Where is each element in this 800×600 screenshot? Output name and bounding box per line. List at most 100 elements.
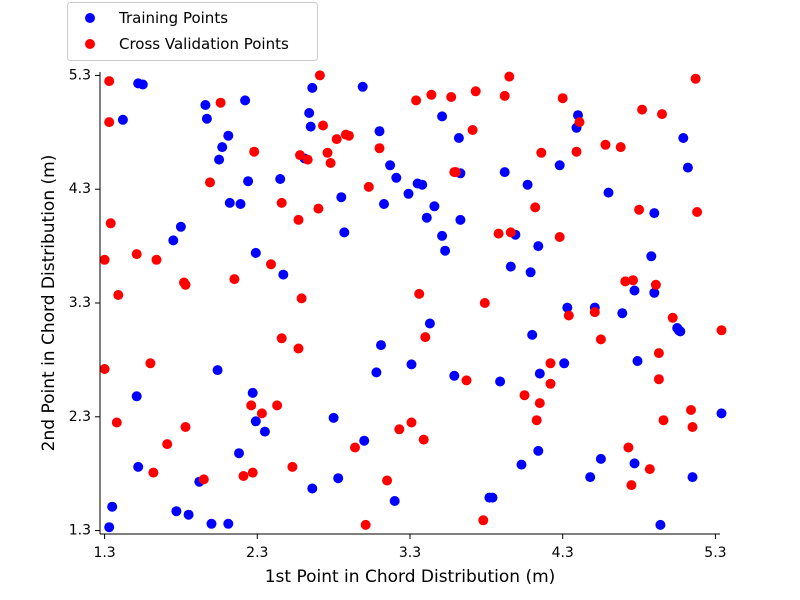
legend-frame	[67, 2, 318, 61]
training-point	[307, 483, 318, 494]
cross-validation-point	[314, 70, 325, 81]
training-point	[629, 285, 640, 296]
cross-validation-point	[418, 434, 429, 445]
training-point	[449, 370, 460, 381]
y-ticks: 1.3 2.3 3.3 4.3 5.3	[69, 67, 100, 539]
cross-validation-point	[205, 177, 215, 188]
training-point	[716, 408, 727, 419]
cross-validation-point	[658, 415, 669, 426]
cross-validation-point	[589, 307, 600, 318]
cross-validation-point	[295, 150, 305, 161]
training-point	[455, 214, 466, 225]
cross-validation-point	[111, 417, 122, 428]
cross-validation-point	[653, 348, 664, 359]
training-point	[104, 522, 115, 533]
cross-validation-point	[318, 120, 328, 131]
training-point	[585, 472, 596, 483]
cross-validation-point	[360, 519, 371, 530]
cross-validation-point	[325, 158, 336, 168]
cross-validation-point	[131, 249, 142, 260]
training-point	[333, 473, 344, 484]
training-point	[678, 133, 689, 143]
training-point	[617, 308, 628, 319]
training-point	[453, 133, 464, 143]
training-point	[379, 199, 389, 209]
y-tick-label: 4.3	[69, 181, 91, 197]
cross-validation-point	[557, 93, 568, 104]
training-point	[403, 188, 414, 199]
cross-validation-point	[545, 358, 556, 369]
cross-validation-point	[628, 275, 638, 286]
cross-validation-point	[479, 298, 490, 308]
training-point	[250, 247, 261, 258]
training-point	[649, 208, 660, 219]
cross-validation-point	[249, 146, 260, 157]
cross-validation-point	[563, 310, 574, 321]
training-point	[250, 416, 261, 427]
cross-validation-point	[256, 408, 267, 419]
training-point	[206, 518, 217, 529]
training-point	[682, 162, 693, 173]
x-tick-label: 3.3	[399, 545, 421, 561]
cross-validation-point	[574, 117, 585, 128]
cross-validation-point	[644, 464, 655, 475]
cross-validation-point	[276, 197, 287, 208]
training-point	[534, 368, 545, 379]
training-point	[223, 518, 234, 529]
cross-validation-point	[623, 442, 634, 453]
cross-validation-point	[637, 104, 648, 115]
training-point	[533, 241, 544, 252]
training-point	[131, 391, 142, 402]
training-point	[201, 113, 212, 124]
x-tick-label: 2.3	[246, 545, 268, 561]
cross-validation-point	[104, 117, 115, 128]
cross-validation-point	[113, 290, 124, 300]
training-point	[554, 160, 565, 171]
cross-validation-point	[322, 147, 333, 158]
cross-validation-point	[545, 378, 556, 389]
training-point	[522, 179, 533, 190]
legend-label-training: Training Points	[118, 9, 228, 27]
y-axis-title: 2nd Point in Chord Distribution (m)	[39, 155, 59, 452]
training-point	[336, 192, 347, 203]
legend: Training Points Cross Validation Points	[67, 2, 318, 61]
cross-validation-point	[148, 467, 159, 478]
cross-validation-point	[686, 405, 696, 415]
training-point	[595, 453, 606, 464]
cross-validation-point	[504, 71, 515, 82]
training-point	[440, 245, 451, 256]
training-point	[525, 267, 536, 278]
training-point	[429, 201, 440, 212]
training-point	[391, 172, 402, 183]
training-point	[235, 199, 246, 209]
cross-validation-point	[363, 181, 374, 192]
cross-validation-point	[382, 475, 393, 486]
training-point	[371, 367, 382, 378]
cross-validation-point	[293, 214, 304, 225]
training-point	[240, 95, 251, 106]
training-point	[107, 501, 118, 512]
training-point	[559, 358, 570, 369]
cross-validation-point	[247, 467, 258, 478]
x-tick-label: 4.3	[552, 545, 574, 561]
training-point	[417, 179, 428, 190]
cross-validation-point	[531, 415, 542, 426]
training-point	[305, 121, 316, 132]
cross-validation-point	[406, 417, 417, 428]
cross-validation-point	[198, 474, 209, 485]
training-point	[533, 445, 544, 456]
training-point	[217, 142, 228, 153]
cross-validation-point	[215, 97, 226, 108]
training-point	[234, 448, 244, 459]
training-point	[247, 387, 258, 398]
cross-validation-point	[180, 422, 191, 432]
x-tick-label: 5.3	[704, 545, 726, 561]
training-point	[632, 356, 643, 366]
training-point	[516, 459, 527, 470]
cross-validation-point	[650, 279, 661, 290]
cross-validation-point	[229, 274, 240, 285]
x-ticks: 1.3 2.3 3.3 4.3 5.3	[93, 534, 727, 561]
cross-validation-point	[499, 90, 510, 101]
training-point	[562, 302, 573, 313]
